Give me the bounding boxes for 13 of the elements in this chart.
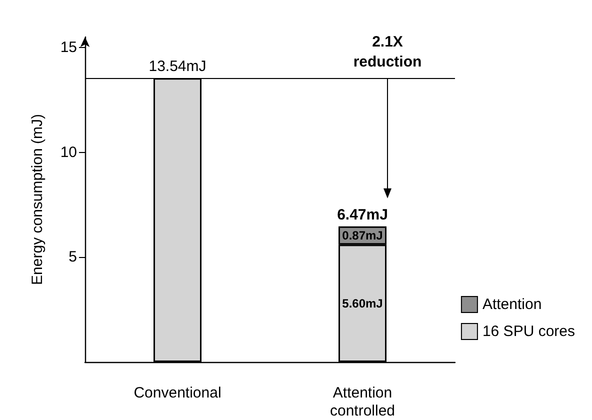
total-label: 6.47mJ: [337, 206, 388, 224]
y-axis-title: Energy consumption (mJ): [29, 114, 46, 285]
total-label: 13.54mJ: [148, 58, 206, 76]
y-tick-label: 5: [68, 248, 77, 266]
annotation: 2.1X reduction: [353, 34, 422, 71]
data-label: 5.60mJ: [342, 296, 383, 310]
y-tick-label: 15: [60, 38, 77, 56]
x-tick-label: Conventional: [134, 384, 222, 402]
x-tick-label: Attention controlled: [330, 384, 396, 420]
legend-label: Attention: [482, 296, 542, 313]
data-label: 0.87mJ: [342, 228, 383, 242]
y-tick-label: 10: [60, 144, 77, 161]
legend-label: 16 SPU cores: [482, 323, 576, 340]
